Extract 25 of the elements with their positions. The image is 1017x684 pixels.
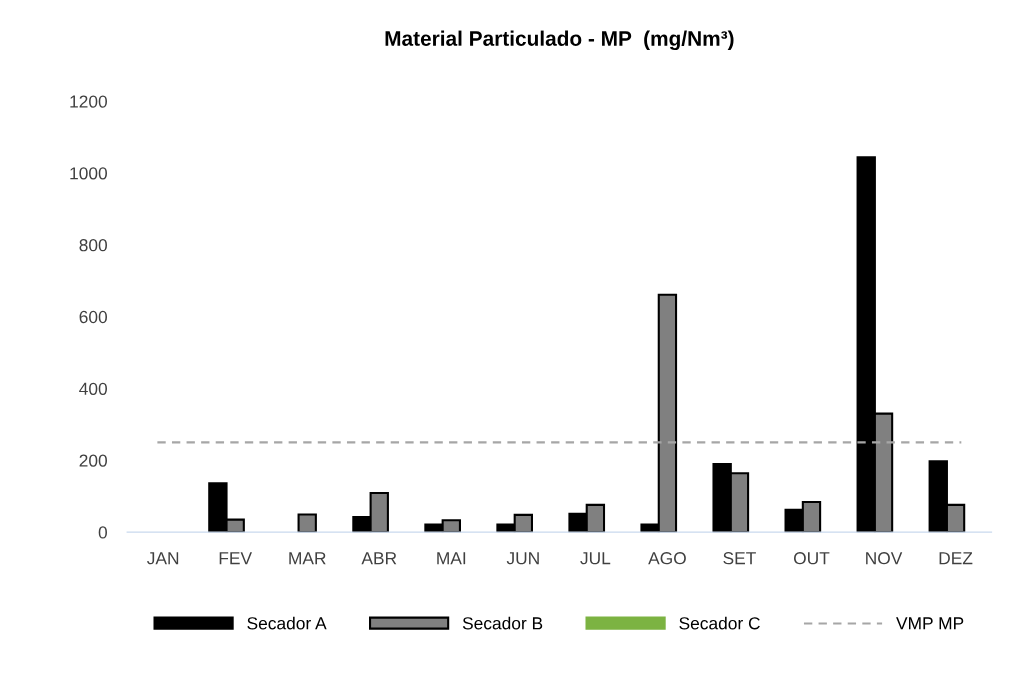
legend-label: VMP MP bbox=[896, 617, 964, 630]
x-tick-label: NOV bbox=[866, 552, 903, 565]
y-tick-label: 400 bbox=[79, 382, 107, 395]
x-tick-label: JUL bbox=[580, 552, 611, 565]
chart-title: Material Particulado - MP (mg/Nm³) bbox=[385, 30, 734, 51]
x-tick-label: SET bbox=[723, 552, 756, 565]
bar bbox=[297, 513, 317, 533]
x-tick-label: OUT bbox=[793, 552, 830, 565]
legend-label: Secador B bbox=[462, 616, 543, 630]
y-tick-label: 0 bbox=[98, 526, 107, 539]
y-tick-label: 1000 bbox=[70, 167, 108, 180]
x-tick-label: JUN bbox=[506, 552, 539, 565]
legend-label: Secador C bbox=[679, 616, 760, 630]
y-tick-label: 1200 bbox=[70, 95, 108, 108]
y-tick-label: 200 bbox=[79, 454, 107, 467]
legend-label: Secador A bbox=[247, 616, 327, 630]
x-tick-label: FEV bbox=[219, 552, 252, 565]
x-tick-label: MAI bbox=[437, 552, 466, 565]
y-tick-label: 600 bbox=[79, 310, 107, 324]
y-tick-label: 800 bbox=[79, 239, 107, 252]
x-tick-label: AGO bbox=[648, 552, 686, 565]
x-tick-label: MAR bbox=[289, 552, 326, 565]
x-tick-label: DEZ bbox=[939, 552, 973, 565]
x-tick-label: ABR bbox=[361, 552, 397, 565]
x-tick-label: JAN bbox=[147, 552, 179, 565]
